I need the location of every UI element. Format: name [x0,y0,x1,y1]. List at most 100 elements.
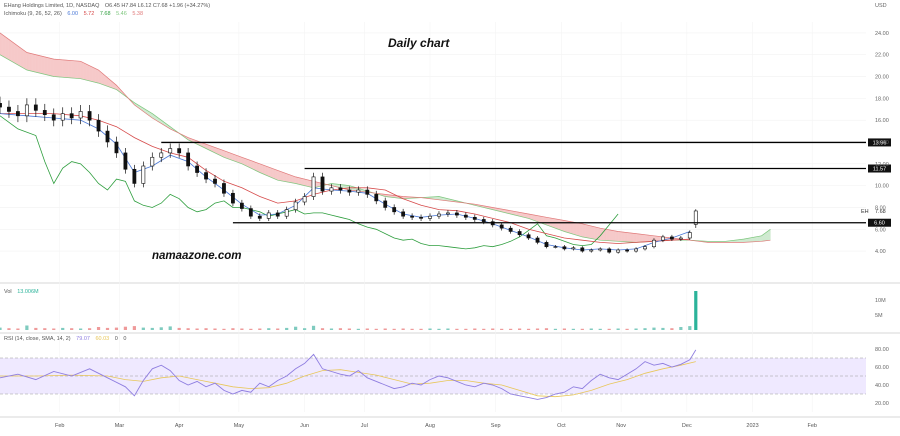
candle-down [563,247,566,249]
cloud-segment [96,69,99,84]
cloud-segment [657,236,660,241]
volume-bar [16,329,19,331]
cloud-segment [615,231,618,241]
rsi-upper-value: 0 [115,336,118,342]
cloud-segment [69,60,72,78]
cloud-segment [758,236,761,242]
time-tick-label: Aug [425,423,435,429]
volume-bar [688,326,691,330]
candle-up [572,248,575,249]
candle-down [88,111,91,120]
cloud-segment [78,61,81,79]
candle-down [240,203,243,208]
cloud-segment [24,50,27,70]
volume-bar [527,329,530,330]
candle-up [312,177,315,197]
candle-down [581,248,584,251]
cloud-segment [305,179,308,186]
volume-bar [661,328,664,330]
volume-bar [321,328,324,330]
volume-tick-label: 5M [875,313,883,319]
cloud-segment [33,54,36,72]
candle-up [79,111,82,118]
ichimoku-label[interactable]: Ichimoku (9, 26, 52, 26) [4,11,62,17]
candle-down [97,120,100,131]
time-tick-label: Oct [557,423,566,429]
volume-bar [410,329,413,330]
volume-bar [61,328,64,330]
cloud-segment [609,230,612,241]
cloud-segment [3,35,6,58]
volume-bar [554,329,557,330]
cloud-segment [645,235,648,242]
indicator-lines [0,33,770,250]
volume-bar [160,327,163,330]
volume-bar [115,328,118,330]
candle-up [437,214,440,216]
candle-down [106,131,109,142]
candle-down [276,213,279,216]
rsi-legend: RSI (14, close, SMA, 14, 2) 79.07 60.03 … [4,336,130,342]
candle-down [213,179,216,183]
span-b-line [0,33,770,243]
candle-down [124,153,127,169]
price-axis-unit: USD [875,3,887,9]
volume-bar [34,328,37,330]
cloud-segment [57,59,60,77]
cloud-segment [66,60,69,78]
volume-bar [258,329,261,331]
volume-legend: Vol 13.006M [4,289,43,295]
cloud-segment [39,55,42,73]
cloud-segment [302,178,305,185]
price-tick-label: 20.00 [875,75,889,81]
candle-up [590,250,593,251]
candle-down [626,250,629,251]
volume-bar [455,329,458,330]
time-tick-label: Sep [491,423,501,429]
price-tick-label: 16.00 [875,118,889,124]
candle-up [169,149,172,153]
candle-down [0,103,2,107]
volume-bar [491,329,494,331]
candle-down [518,231,521,234]
cloud-segment [54,59,57,77]
volume-bar [7,328,10,330]
price-tick-label: 14.00 [875,140,889,146]
candle-down [536,238,539,242]
volume-bar [124,327,127,330]
candle-down [115,142,118,153]
volume-label[interactable]: Vol [4,289,12,295]
volume-bar [43,328,46,330]
rsi-label[interactable]: RSI (14, close, SMA, 14, 2) [4,336,71,342]
cloud-segment [51,58,54,76]
volume-bar [204,328,207,330]
cloud-segment [648,235,651,242]
candle-down [393,207,396,211]
price-tick-label: 24.00 [875,31,889,37]
candle-down [473,217,476,219]
cloud-segment [618,231,621,241]
volume-bar [294,327,297,330]
volume-bar [169,326,172,330]
candle-down [258,216,261,218]
cloud-segment [263,165,266,175]
volume-bar [222,329,225,330]
candle-up [303,197,306,202]
volume-bar [643,328,646,330]
chart-title: Daily chart [388,36,449,50]
cloud-segment [21,48,24,68]
rsi-tick-label: 20.00 [875,401,889,407]
candle-down [509,228,512,231]
symbol-name[interactable]: EHang Holdings Limited, 1D, NASDAQ [4,3,99,9]
cloud-segment [558,219,561,230]
time-tick-label: 2023 [746,423,758,429]
cloud-segment [60,60,63,78]
candle-up [661,237,664,240]
cloud-segment [93,67,96,82]
volume-bar [88,328,91,330]
candle-down [43,110,46,114]
cloud-segment [72,61,75,79]
cloud-segment [636,234,639,243]
